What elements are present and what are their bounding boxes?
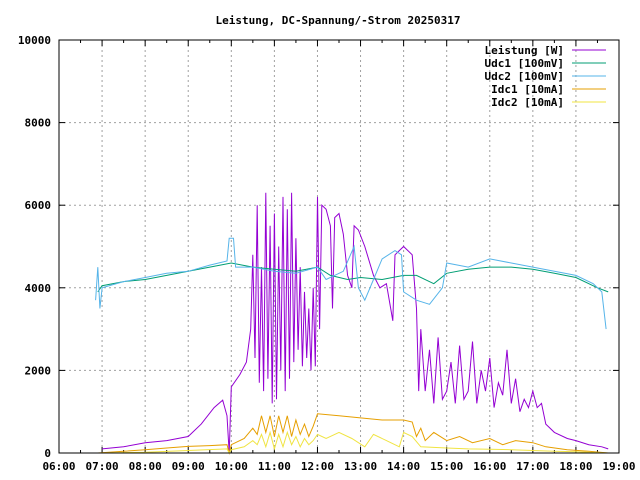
x-tick-label: 11:00 (258, 460, 291, 473)
x-tick-label: 10:00 (215, 460, 248, 473)
x-tick-label: 17:00 (516, 460, 549, 473)
series-line-leistung-w (102, 192, 609, 454)
x-tick-label: 08:00 (129, 460, 162, 473)
series-line-udc2-100mv (95, 237, 607, 330)
x-tick-label: 09:00 (172, 460, 205, 473)
y-tick-label: 8000 (25, 117, 52, 130)
axis-ticks: 0 2000 4000 6000 8000 10000 06:00 07:00 08:00 09:… (18, 34, 636, 473)
x-tick-label: 18:00 (559, 460, 592, 473)
y-tick-label: 0 (44, 447, 51, 460)
y-tick-label: 4000 (25, 282, 52, 295)
legend-label-udc2-100mv: Udc2 [100mV] (485, 70, 564, 83)
legend-label-idc1-10ma: Idc1 [10mA] (491, 83, 564, 96)
legend-label-idc2-10ma: Idc2 [10mA] (491, 96, 564, 109)
y-tick-label: 10000 (18, 34, 51, 47)
x-tick-label: 07:00 (86, 460, 119, 473)
x-tick-label: 15:00 (430, 460, 463, 473)
legend-label-udc1-100mv: Udc1 [100mV] (485, 57, 564, 70)
plot-border (58, 39, 620, 454)
x-tick-label: 19:00 (602, 460, 635, 473)
series-line-idc2-10ma (97, 430, 609, 454)
x-tick-label: 06:00 (42, 460, 75, 473)
series-line-idc1-10ma (97, 413, 609, 455)
chart-title: Leistung, DC-Spannung/-Strom 20250317 (215, 14, 460, 27)
y-tick-label: 6000 (25, 199, 52, 212)
legend-label-leistung-w: Leistung [W] (485, 44, 564, 57)
y-tick-label: 2000 (25, 364, 52, 377)
x-tick-label: 14:00 (387, 460, 420, 473)
x-tick-label: 13:00 (344, 460, 377, 473)
legend: Leistung [W]Udc1 [100mV]Udc2 [100mV]Idc1… (485, 44, 606, 109)
x-tick-label: 12:00 (301, 460, 334, 473)
x-tick-label: 16:00 (473, 460, 506, 473)
series-lines (95, 192, 609, 455)
series-line-udc1-100mv (97, 262, 609, 293)
